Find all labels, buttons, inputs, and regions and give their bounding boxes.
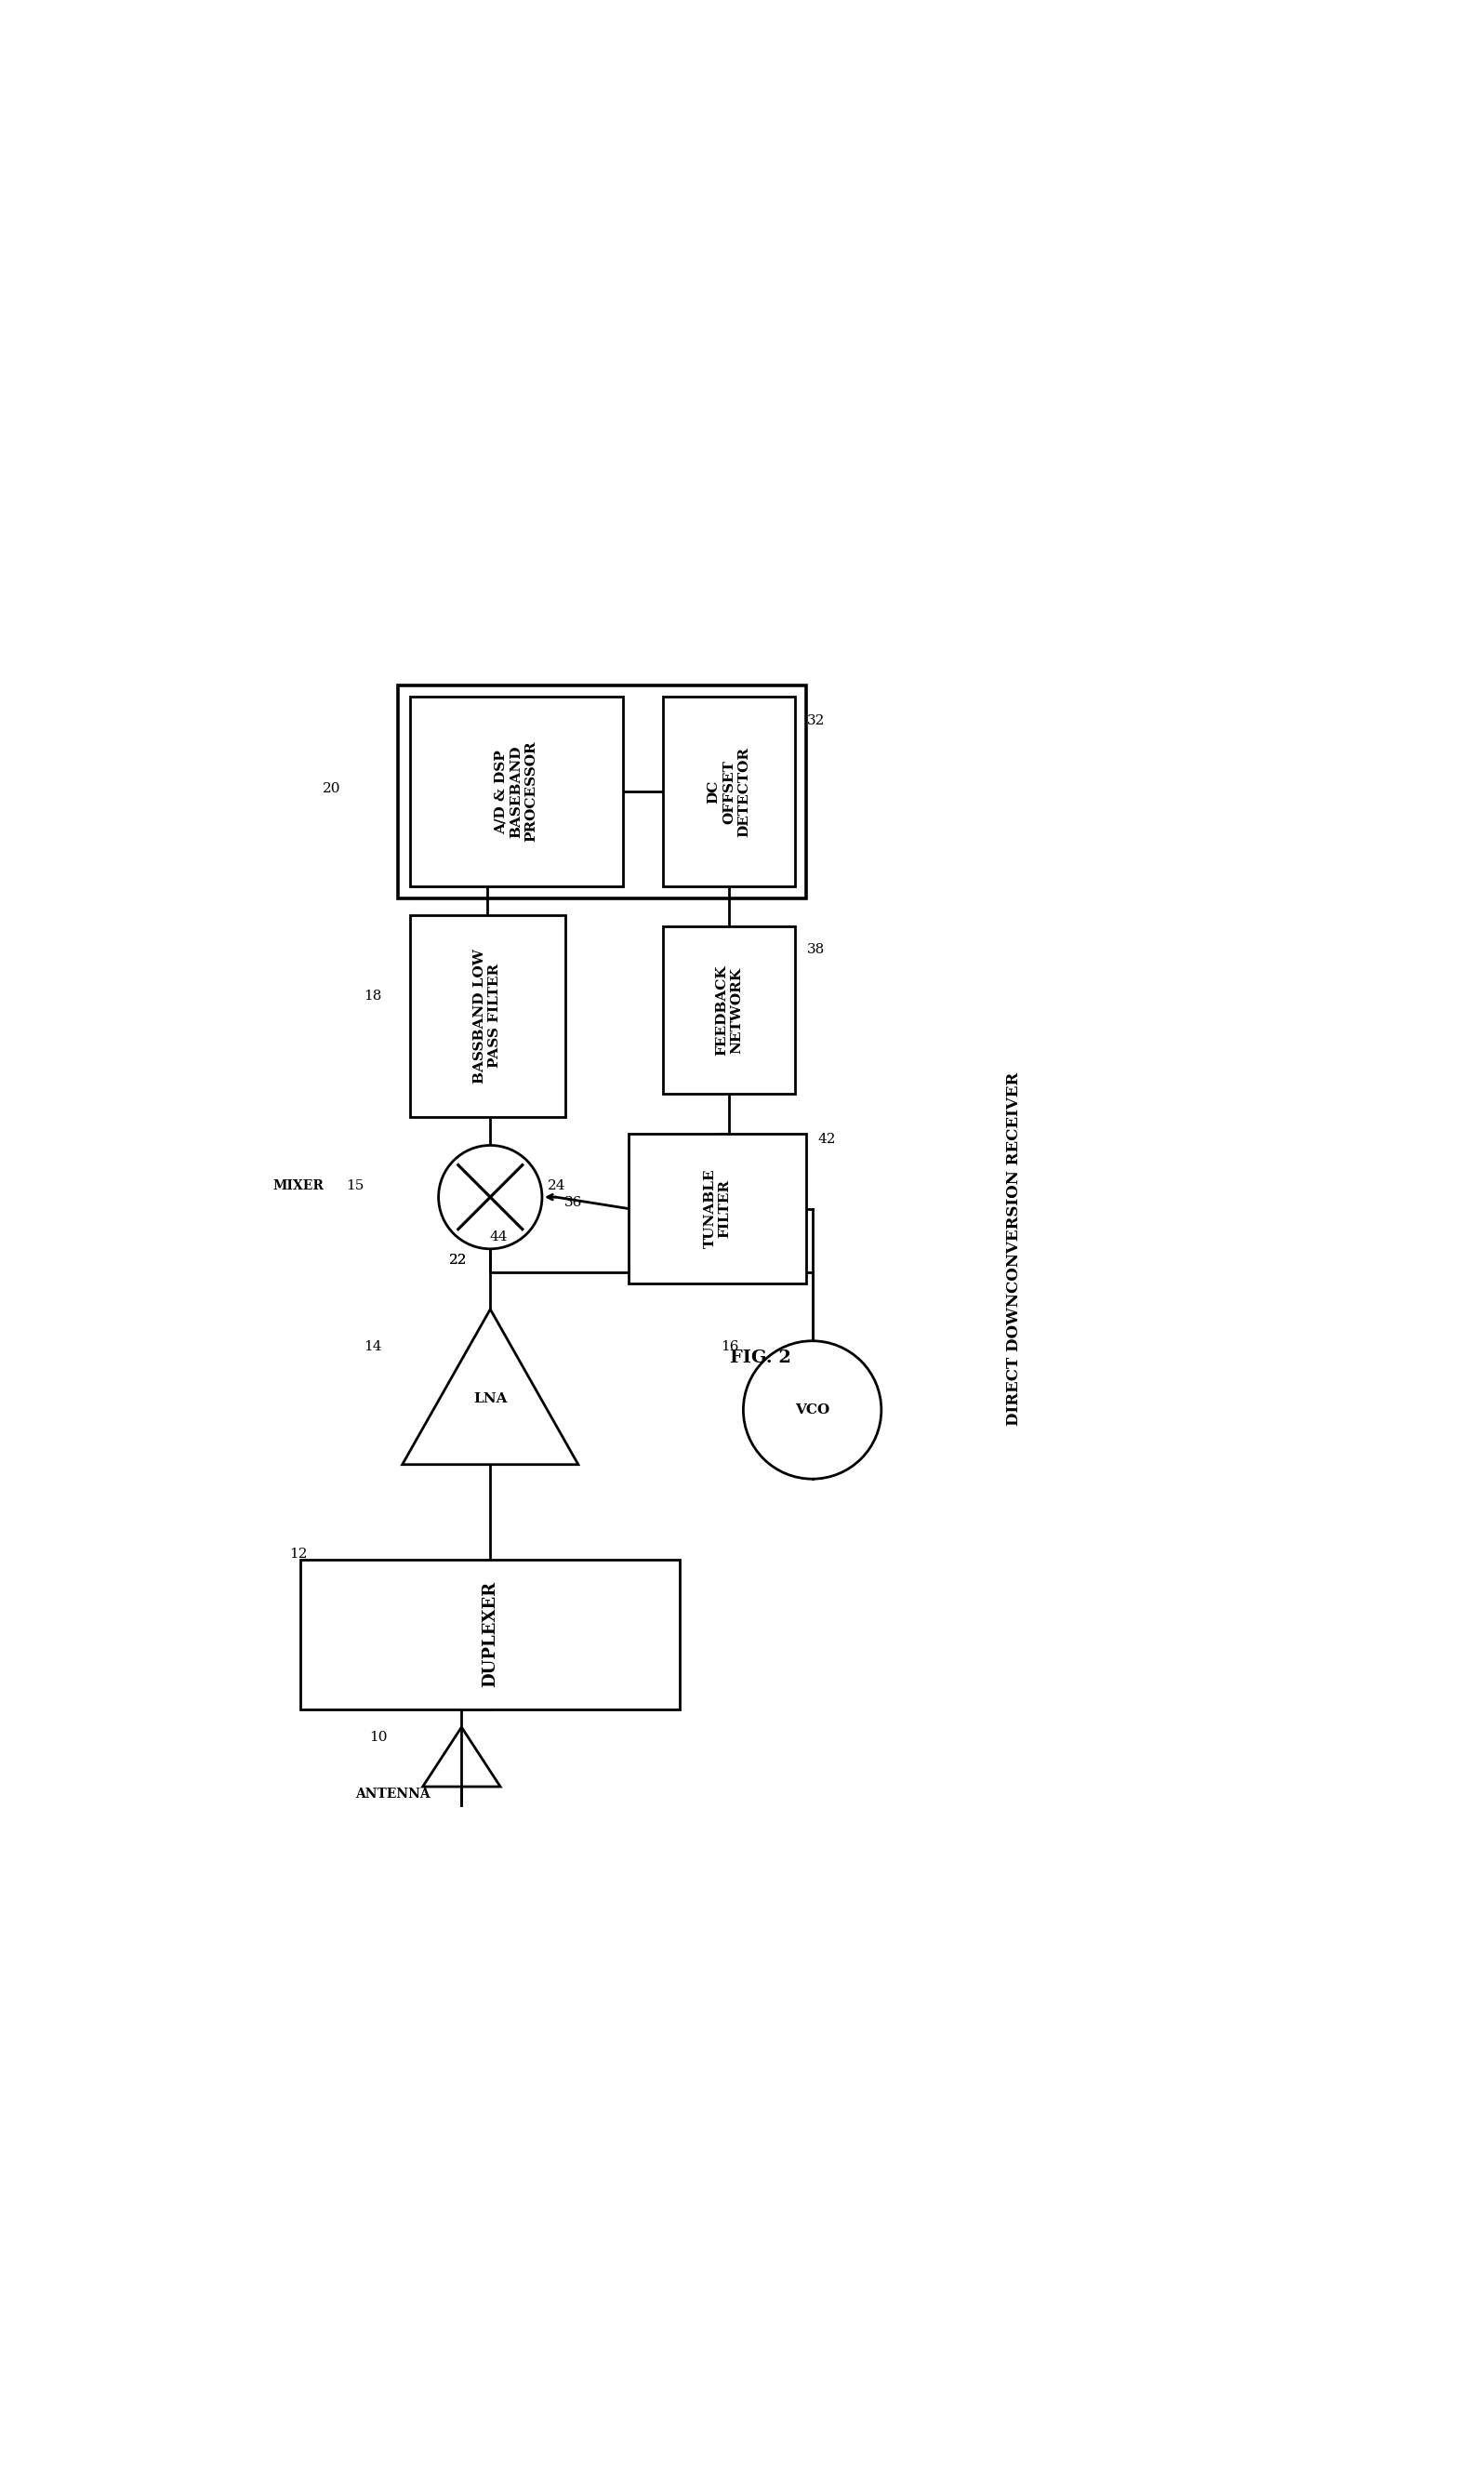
Text: 32: 32 xyxy=(807,715,825,727)
Bar xyxy=(410,915,565,1118)
Text: DIRECT DOWNCONVERSION RECEIVER: DIRECT DOWNCONVERSION RECEIVER xyxy=(1006,1071,1021,1427)
Bar xyxy=(628,1133,807,1283)
Text: BASSBAND LOW
PASS FILTER: BASSBAND LOW PASS FILTER xyxy=(473,950,502,1083)
Circle shape xyxy=(439,1145,542,1249)
Text: 36: 36 xyxy=(564,1197,582,1209)
Text: MIXER: MIXER xyxy=(273,1180,324,1192)
Text: DUPLEXER: DUPLEXER xyxy=(482,1580,499,1687)
Text: 42: 42 xyxy=(818,1133,835,1145)
Text: 15: 15 xyxy=(346,1180,364,1192)
Circle shape xyxy=(743,1340,881,1479)
Bar xyxy=(663,927,795,1093)
Text: VCO: VCO xyxy=(795,1402,830,1417)
Text: 20: 20 xyxy=(322,781,341,796)
Text: DC
OFFSET
DETECTOR: DC OFFSET DETECTOR xyxy=(708,747,751,836)
Text: 18: 18 xyxy=(364,989,381,1002)
Text: 16: 16 xyxy=(720,1340,739,1353)
Text: 22: 22 xyxy=(450,1254,467,1266)
Text: 22: 22 xyxy=(450,1254,467,1266)
Polygon shape xyxy=(402,1308,579,1464)
Text: 12: 12 xyxy=(289,1548,307,1560)
Text: A/D & DSP
BASEBAND
PROCESSOR: A/D & DSP BASEBAND PROCESSOR xyxy=(494,742,537,843)
Bar xyxy=(663,697,795,885)
Text: FEEDBACK
NETWORK: FEEDBACK NETWORK xyxy=(715,964,743,1056)
Bar xyxy=(410,697,623,885)
Text: 24: 24 xyxy=(548,1180,565,1192)
Bar xyxy=(398,685,807,898)
Text: 14: 14 xyxy=(364,1340,381,1353)
Bar xyxy=(300,1560,680,1709)
Text: 10: 10 xyxy=(370,1731,387,1743)
Text: FIG. 2: FIG. 2 xyxy=(730,1350,791,1368)
Text: ANTENNA: ANTENNA xyxy=(355,1788,430,1800)
Text: 38: 38 xyxy=(807,942,825,957)
Text: 44: 44 xyxy=(490,1232,508,1244)
Text: TUNABLE
FILTER: TUNABLE FILTER xyxy=(703,1170,732,1249)
Text: LNA: LNA xyxy=(473,1392,508,1405)
